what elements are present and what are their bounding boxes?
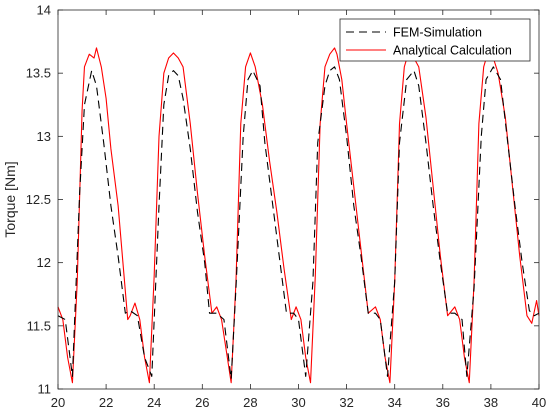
y-tick-label: 13 bbox=[37, 129, 51, 144]
x-tick-label: 38 bbox=[484, 395, 498, 410]
x-tick-label: 22 bbox=[99, 395, 113, 410]
x-tick-label: 36 bbox=[436, 395, 450, 410]
y-axis-ticks: 11 11.5 12 12.5 13 13.5 14 bbox=[26, 3, 539, 397]
x-tick-label: 32 bbox=[339, 395, 353, 410]
y-tick-label: 12 bbox=[37, 255, 51, 270]
x-tick-label: 34 bbox=[387, 395, 401, 410]
plot-frame bbox=[57, 9, 540, 390]
x-tick-label: 40 bbox=[532, 395, 546, 410]
series-line-fem-simulation bbox=[57, 66, 540, 380]
x-axis-ticks: 20 22 24 26 28 30 32 34 36 38 40 bbox=[51, 10, 546, 410]
plot-area bbox=[58, 10, 539, 389]
x-tick-label: 24 bbox=[147, 395, 161, 410]
x-tick-label: 20 bbox=[51, 395, 65, 410]
series-layer bbox=[57, 47, 540, 384]
y-tick-label: 11.5 bbox=[27, 318, 51, 333]
y-tick-label: 11 bbox=[38, 382, 52, 397]
y-tick-label: 14 bbox=[37, 3, 51, 18]
x-tick-label: 30 bbox=[291, 395, 305, 410]
y-tick-label: 13.5 bbox=[26, 66, 51, 81]
x-tick-label: 26 bbox=[195, 395, 209, 410]
legend: FEM-Simulation Analytical Calculation bbox=[339, 18, 531, 62]
y-axis-label: Torque [Nm] bbox=[2, 161, 18, 237]
legend-label-analytical: Analytical Calculation bbox=[393, 44, 512, 58]
legend-label-fem: FEM-Simulation bbox=[393, 26, 482, 40]
y-tick-label: 12.5 bbox=[26, 192, 51, 207]
legend-box bbox=[339, 18, 531, 62]
x-tick-label: 28 bbox=[243, 395, 257, 410]
